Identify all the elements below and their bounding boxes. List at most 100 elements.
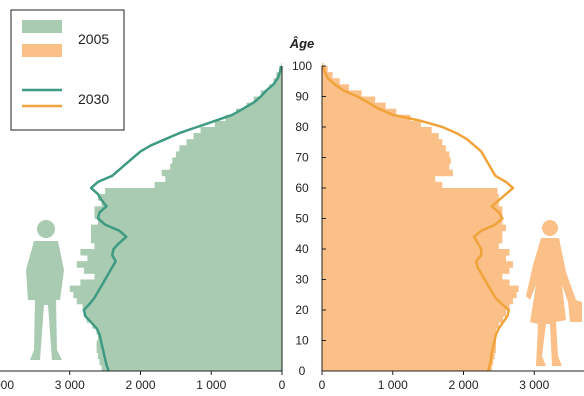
bar-women-2005-age-58 <box>322 188 498 195</box>
bar-men-2005-age-90 <box>260 90 282 97</box>
age-tick-label: 20 <box>295 303 309 317</box>
bar-women-2005-age-80 <box>322 120 421 128</box>
bar-women-2005-age-76 <box>322 133 439 140</box>
legend-swatch-2005-men <box>22 20 62 33</box>
age-tick-label: 50 <box>295 212 309 226</box>
line-2030-women <box>321 65 515 372</box>
bar-women-2005-age-62 <box>322 175 436 183</box>
bar-men-2005-age-62 <box>165 175 282 183</box>
bar-men-2005-age-92 <box>269 84 282 91</box>
bar-men-2005-age-88 <box>253 96 282 103</box>
bar-men-2005-age-2 <box>99 358 282 366</box>
bar-women-2005-age-64 <box>322 169 453 177</box>
bar-men-2005-age-36 <box>87 255 283 262</box>
x-tick-label-right: 2 000 <box>448 378 478 392</box>
bar-women-2005-age-42 <box>322 236 503 244</box>
bar-men-2005-age-42 <box>91 236 282 244</box>
y-axis-title: Âge <box>289 36 315 51</box>
man-silhouette-icon <box>26 220 64 360</box>
bar-men-2005-age-52 <box>94 206 282 213</box>
bar-men-2005-age-46 <box>91 224 282 232</box>
bar-women-2005-age-72 <box>322 145 446 152</box>
bar-women-2005-age-28 <box>322 279 510 286</box>
bar-men-2005-age-8 <box>96 340 282 347</box>
bar-men-2005-age-54 <box>101 200 282 207</box>
age-tick-label: 10 <box>295 334 309 348</box>
bar-men-2005-age-82 <box>225 114 282 122</box>
bar-men-2005-age-14 <box>92 322 283 329</box>
bar-women-2005-age-68 <box>322 157 451 164</box>
bar-women-2005-age-6 <box>322 346 496 354</box>
bar-women-2005-age-86 <box>322 102 386 110</box>
age-tick-label: 80 <box>295 120 309 134</box>
bar-women-2005-age-34 <box>322 261 513 268</box>
bar-women-2005-age-2 <box>322 358 494 366</box>
bar-women-2005-age-10 <box>322 334 496 341</box>
bar-women-2005-age-84 <box>322 108 397 116</box>
age-tick-label: 60 <box>295 181 309 195</box>
bar-women-2005-age-30 <box>322 273 503 280</box>
bar-men-2005-age-0 <box>101 364 282 372</box>
bar-men-2005-age-40 <box>94 242 282 250</box>
legend: 2005 2030 <box>10 9 125 131</box>
bar-men-2005-age-26 <box>69 285 283 293</box>
x-tick-label-left: 3 000 <box>55 378 85 392</box>
bar-women-2005-age-18 <box>322 310 506 317</box>
x-tick-label-right: 1 000 <box>378 378 408 392</box>
bar-men-2005-age-64 <box>161 169 282 177</box>
age-tick-label: 0 <box>299 364 306 378</box>
bar-women-2005-age-70 <box>322 151 450 158</box>
bar-women-2005-age-74 <box>322 139 443 146</box>
bar-women-2005-age-12 <box>322 328 496 335</box>
age-tick-label: 90 <box>295 90 309 104</box>
bar-men-2005-age-56 <box>98 194 282 201</box>
bar-men-2005-age-32 <box>83 267 283 274</box>
bar-women-2005-age-54 <box>322 200 499 207</box>
bar-women-2005-age-48 <box>322 218 503 225</box>
x-tick-label-left: 2 000 <box>125 378 155 392</box>
bar-men-2005-age-50 <box>94 212 282 219</box>
x-tick-label-right: 3 000 <box>519 378 549 392</box>
x-tick-label-left: 0 <box>279 378 286 392</box>
bar-women-2005-age-78 <box>322 127 432 134</box>
bar-women-2005-age-0 <box>322 364 492 372</box>
bar-women-2005-age-60 <box>322 181 443 189</box>
bar-women-2005-age-16 <box>322 316 504 323</box>
bar-women-2005-age-82 <box>322 114 411 122</box>
bar-men-2005-age-18 <box>83 310 283 317</box>
legend-swatch-2005-women <box>22 44 62 57</box>
bar-women-2005-age-20 <box>322 303 510 311</box>
bar-men-2005-age-16 <box>86 316 282 323</box>
bar-women-2005-age-46 <box>322 224 506 232</box>
bar-women-2005-age-36 <box>322 255 506 262</box>
bar-men-2005-age-86 <box>246 102 282 110</box>
bar-women-2005-age-56 <box>322 194 499 201</box>
bar-men-2005-age-70 <box>175 151 282 158</box>
bar-women-2005-age-26 <box>322 285 519 293</box>
age-tick-label: 40 <box>295 242 309 256</box>
bar-men-2005-age-20 <box>82 303 282 311</box>
bar-women-2005-age-22 <box>322 297 513 305</box>
bar-men-2005-age-4 <box>98 352 282 360</box>
legend-label-2005: 2005 <box>78 31 109 47</box>
age-tick-label: 30 <box>295 273 309 287</box>
bar-women-2005-age-90 <box>322 90 362 97</box>
bar-men-2005-age-10 <box>98 334 282 341</box>
bar-women-2005-age-88 <box>322 96 376 103</box>
bar-women-2005-age-44 <box>322 230 503 238</box>
bar-men-2005-age-12 <box>96 328 282 335</box>
bar-men-2005-age-68 <box>172 157 282 164</box>
bar-men-2005-age-100 <box>281 62 282 67</box>
bar-men-2005-age-72 <box>179 145 282 152</box>
age-tick-label: 70 <box>295 151 309 165</box>
bar-women-2005-age-38 <box>322 249 510 256</box>
bar-women-2005-age-40 <box>322 242 499 250</box>
lines-2030 <box>82 65 515 372</box>
bar-men-2005-age-94 <box>273 78 282 85</box>
bar-men-2005-age-80 <box>214 120 282 128</box>
x-tick-label-right: 0 <box>319 378 326 392</box>
bar-men-2005-age-38 <box>80 249 283 256</box>
bar-men-2005-age-78 <box>200 127 282 134</box>
